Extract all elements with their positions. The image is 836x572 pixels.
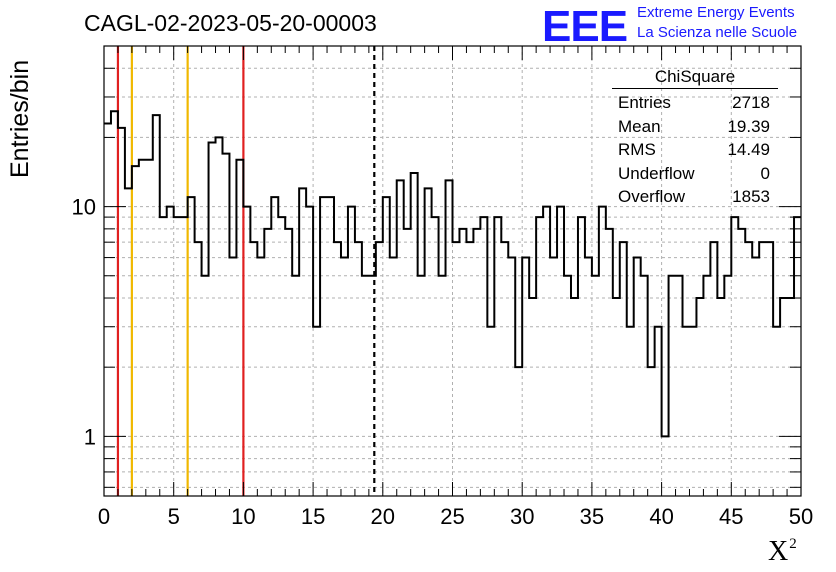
grid xyxy=(103,46,802,496)
y-tick-label: 1 xyxy=(84,424,96,449)
stats-value: 14.49 xyxy=(727,140,770,159)
stats-value: 19.39 xyxy=(727,116,770,136)
x-tick-label: 45 xyxy=(719,504,743,529)
x-tick-label: 40 xyxy=(649,504,673,529)
x-tick-label: 25 xyxy=(440,504,464,529)
stats-value: 1853 xyxy=(732,187,770,206)
x-tick-label: 20 xyxy=(371,504,395,529)
stats-row-entries: Entries 2718 xyxy=(612,91,778,115)
stats-label: Underflow xyxy=(618,163,695,183)
stats-row-rms: RMS 14.49 xyxy=(612,138,778,162)
x-tick-label: 5 xyxy=(168,504,180,529)
x-tick-label: 30 xyxy=(510,504,534,529)
stats-value: 0 xyxy=(760,163,770,183)
x-tick-label: 35 xyxy=(580,504,604,529)
stats-label: Overflow xyxy=(618,187,686,206)
stats-box: ChiSquare Entries 2718 Mean 19.39 RMS 14… xyxy=(612,66,778,209)
axes: 0 5 10 15 20 25 30 35 40 45 50 1 10 xyxy=(72,46,813,529)
plot-frame xyxy=(103,45,802,497)
x-axis-label-superscript: 2 xyxy=(789,536,797,552)
histogram-series xyxy=(104,110,801,438)
stats-label: RMS xyxy=(618,140,656,159)
y-axis-label: Entries/bin xyxy=(6,59,34,178)
x-axis-label-text: X xyxy=(768,536,789,567)
stats-row-overflow: Overflow 1853 xyxy=(612,185,778,209)
stats-label: Entries xyxy=(618,93,671,112)
stats-row-mean: Mean 19.39 xyxy=(612,115,778,139)
chart-title: CAGL-02-2023-05-20-00003 xyxy=(84,10,377,36)
x-tick-label: 15 xyxy=(301,504,325,529)
logo-tagline-1: Extreme Energy Events xyxy=(637,4,795,21)
stats-value: 2718 xyxy=(732,93,770,112)
logo-tagline-2: La Scienza nelle Scuole xyxy=(637,24,798,41)
y-tick-label: 10 xyxy=(72,195,96,220)
stats-label: Mean xyxy=(618,116,661,136)
stats-row-underflow: Underflow 0 xyxy=(612,162,778,186)
reference-lines xyxy=(116,46,376,496)
x-tick-label: 0 xyxy=(98,504,110,529)
x-tick-label: 10 xyxy=(231,504,255,529)
x-tick-label: 50 xyxy=(789,504,813,529)
eee-logo: EEE xyxy=(542,2,628,51)
stats-title: ChiSquare xyxy=(612,66,778,89)
x-axis-label: X2 xyxy=(768,536,797,568)
